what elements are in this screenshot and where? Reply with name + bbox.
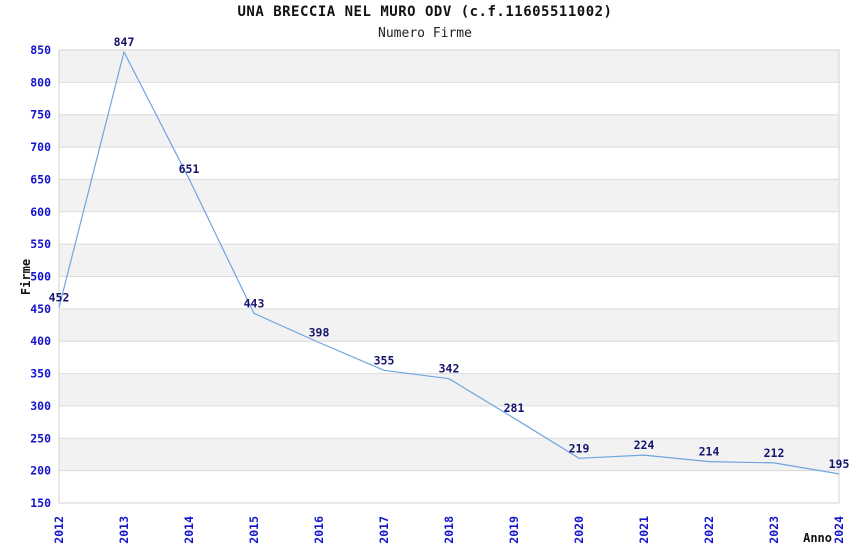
data-point-label: 651 [179,162,200,176]
plot-band [59,179,839,212]
data-point-label: 214 [699,445,720,459]
x-tick-label: 2013 [117,516,131,544]
x-axis-title: Anno [803,531,832,545]
y-tick-label: 700 [30,140,51,154]
y-tick-label: 600 [30,205,51,219]
data-point-label: 195 [829,457,850,471]
data-point-label: 212 [764,446,785,460]
y-tick-label: 150 [30,496,51,510]
x-tick-label: 2021 [637,516,651,544]
data-point-label: 342 [439,362,460,376]
y-tick-label: 300 [30,399,51,413]
data-point-label: 219 [569,441,590,455]
y-tick-label: 850 [30,43,51,57]
plot-border [58,49,840,504]
series-line [58,51,840,475]
x-tick-label: 2015 [247,516,261,544]
data-point-label: 398 [309,326,330,340]
x-tick-label: 2023 [767,516,781,544]
y-tick-label: 650 [30,172,51,186]
chart-subtitle: Numero Firme [378,26,472,41]
data-point-label: 452 [49,291,70,305]
data-point-label: 224 [634,438,655,452]
plot-band [59,308,839,342]
y-tick-label: 800 [30,75,51,89]
x-tick-label: 2016 [312,516,326,544]
y-tick-label: 450 [30,302,51,316]
x-tick-label: 2018 [442,516,456,544]
y-tick-label: 500 [30,270,51,284]
chart-title: UNA BRECCIA NEL MURO ODV (c.f.1160551100… [237,4,613,20]
x-tick-label: 2024 [832,516,846,544]
plot-band [59,438,839,471]
data-point-label: 281 [504,401,525,415]
plot-band [59,114,839,148]
y-tick-label: 400 [30,334,51,348]
y-tick-label: 350 [30,367,51,381]
plot-band [59,50,839,83]
x-tick-label: 2014 [182,516,196,544]
data-point-label: 355 [374,353,395,367]
x-tick-label: 2022 [702,516,716,544]
data-point-label: 443 [244,296,265,310]
x-tick-label: 2020 [572,516,586,544]
plot-band [59,244,839,277]
y-tick-label: 750 [30,108,51,122]
y-tick-label: 250 [30,431,51,445]
data-point-label: 847 [114,35,135,49]
x-tick-label: 2017 [377,516,391,544]
y-tick-label: 200 [30,464,51,478]
y-tick-label: 550 [30,237,51,251]
y-axis-title: Firme [19,258,33,296]
x-tick-label: 2012 [52,516,66,544]
x-tick-label: 2019 [507,516,521,544]
